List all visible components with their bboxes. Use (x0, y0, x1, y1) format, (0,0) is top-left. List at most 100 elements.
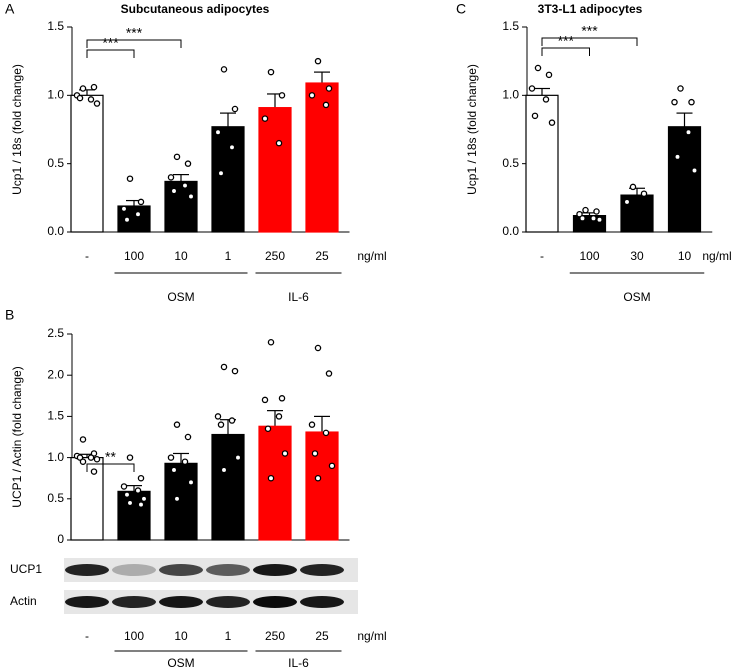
group-label: IL-6 (288, 290, 309, 304)
bar (164, 462, 198, 541)
blot-band (159, 596, 203, 608)
blot-band (112, 564, 156, 576)
x-tick-label: 250 (265, 249, 285, 263)
data-point (275, 139, 283, 147)
bar (258, 107, 292, 233)
data-point (173, 495, 181, 503)
data-point (688, 98, 695, 106)
blot-band (112, 596, 156, 608)
data-point (325, 370, 333, 377)
blot-band (300, 596, 344, 608)
x-tick-label: - (85, 629, 89, 643)
y-tick-label: 1.5 (47, 19, 64, 33)
data-point (314, 344, 322, 352)
y-tick-label: 1.0 (47, 450, 64, 464)
group-label: OSM (167, 656, 194, 670)
data-point (534, 64, 542, 72)
blot-label: Actin (10, 594, 37, 608)
data-point (548, 119, 556, 126)
data-point (322, 101, 330, 109)
data-point (181, 458, 189, 465)
group-label: OSM (623, 290, 650, 304)
significance-bracket (86, 463, 135, 472)
data-point (596, 216, 603, 223)
data-point (76, 454, 84, 461)
x-tick-label: 25 (315, 629, 329, 643)
bar (305, 82, 339, 233)
data-point (576, 210, 583, 218)
data-point (264, 425, 272, 433)
data-point (217, 421, 225, 428)
significance-bracket (86, 39, 182, 48)
data-point (137, 198, 145, 206)
data-point (579, 215, 586, 222)
data-point (167, 454, 175, 461)
x-tick-label: 100 (124, 629, 144, 643)
significance-label: *** (102, 35, 119, 51)
data-point (311, 450, 319, 457)
data-point (231, 367, 239, 375)
chart-title: Subcutaneous adipocytes (121, 2, 270, 16)
data-point (308, 92, 316, 99)
significance-label: *** (558, 33, 575, 49)
y-axis-label: Ucp1 / 18s (fold change) (465, 64, 479, 195)
panel-label: A (5, 1, 15, 17)
data-point (123, 216, 131, 223)
y-tick-label: 1.5 (502, 19, 519, 33)
bar (258, 425, 292, 541)
data-point (220, 66, 228, 73)
data-point (231, 105, 239, 113)
data-point (325, 85, 333, 92)
data-point (545, 71, 553, 79)
data-point (228, 417, 236, 424)
bar (70, 457, 104, 541)
x-tick-label: 10 (678, 249, 692, 263)
unit-label: ng/ml (702, 249, 731, 263)
panel-label: B (5, 307, 14, 323)
data-point (275, 413, 283, 420)
unit-label: ng/ml (357, 249, 386, 263)
data-point (87, 96, 95, 103)
data-point (261, 396, 269, 404)
chart-title: 3T3-L1 adipocytes (538, 2, 643, 16)
data-point (87, 454, 95, 461)
data-point (214, 413, 222, 420)
data-point (134, 210, 142, 218)
data-point (531, 112, 539, 120)
blot-band (206, 564, 250, 576)
bar (525, 94, 559, 233)
data-point (187, 479, 195, 486)
bar (667, 126, 702, 233)
bar (211, 126, 245, 233)
data-point (281, 450, 289, 457)
data-point (261, 115, 269, 122)
y-axis-label: Ucp1 / 18s (fold change) (10, 64, 24, 195)
data-point (278, 395, 286, 402)
x-tick-label: - (540, 249, 544, 263)
data-point (79, 436, 87, 443)
x-tick-label: 100 (579, 249, 599, 263)
blot-band (65, 564, 109, 576)
group-label: OSM (167, 290, 194, 304)
data-point (267, 338, 275, 346)
blot-band (159, 564, 203, 576)
data-point (220, 363, 228, 371)
significance-label: *** (126, 25, 143, 41)
data-point (593, 208, 600, 215)
data-point (181, 182, 189, 189)
data-point (322, 429, 330, 437)
data-point (140, 495, 148, 503)
data-point (123, 491, 131, 498)
data-point (314, 57, 322, 65)
y-tick-label: 0.0 (47, 224, 64, 238)
x-tick-label: 10 (174, 249, 188, 263)
x-tick-label: 250 (265, 629, 285, 643)
data-point (167, 174, 175, 181)
x-tick-label: - (85, 249, 89, 263)
data-point (170, 187, 178, 195)
y-axis-label: UCP1 / Actin (fold change) (10, 366, 24, 507)
data-point (90, 468, 98, 475)
data-point (170, 466, 178, 474)
y-tick-label: 0 (57, 532, 64, 546)
